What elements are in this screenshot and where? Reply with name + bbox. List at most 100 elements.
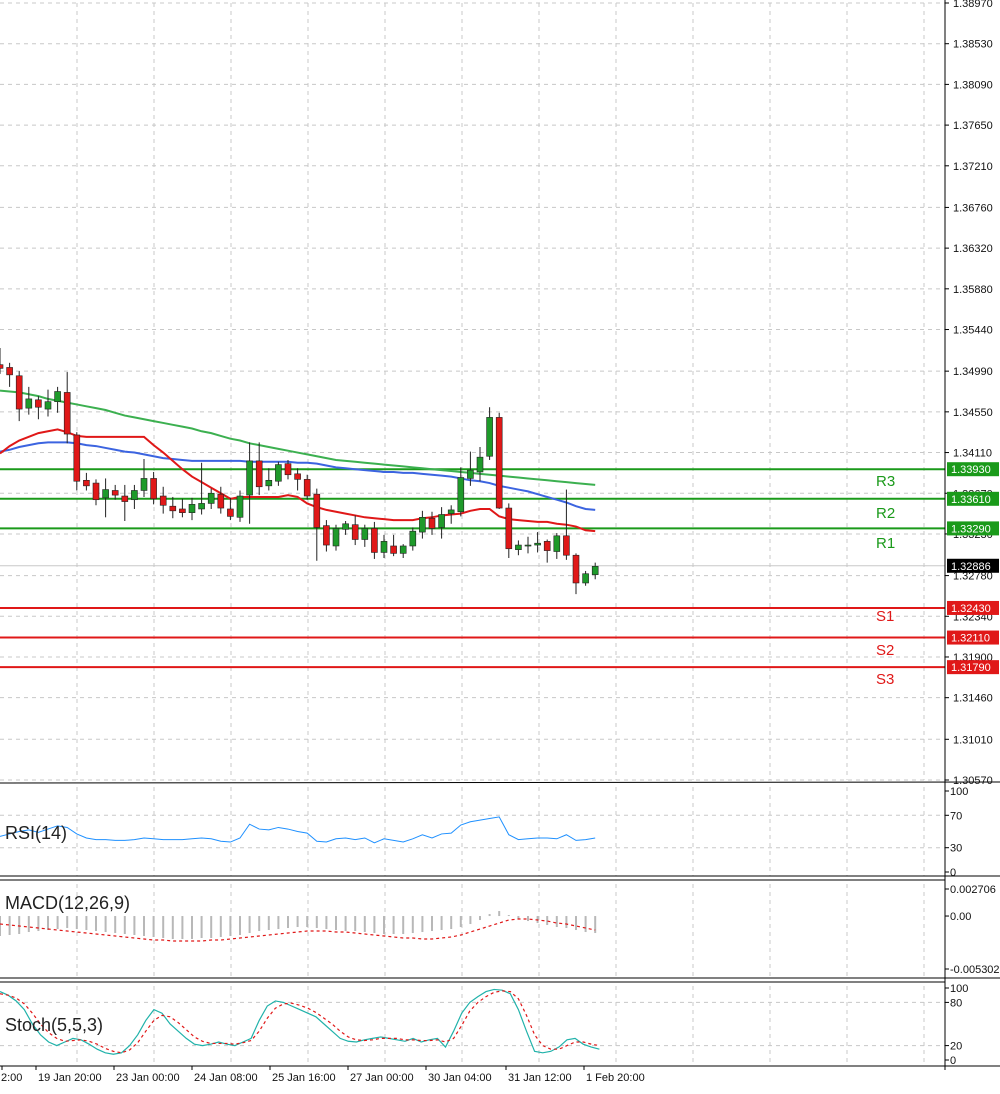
candle-body: [419, 516, 426, 533]
last-price-tag: 1.32886: [951, 561, 991, 573]
y-tick-label: 1.37650: [953, 120, 993, 132]
ma-red-line: [0, 428, 596, 533]
candle-body: [169, 505, 177, 512]
candle-body: [265, 479, 273, 487]
candle-body: [92, 482, 100, 501]
x-tick-label: 2:00: [1, 1072, 22, 1084]
level-tag-bg: [947, 521, 999, 536]
level-tag-s1: 1.32430: [951, 603, 991, 615]
candle-body: [515, 544, 522, 550]
candle-body: [140, 478, 148, 491]
indicators: [0, 816, 600, 1055]
candle-body: [159, 495, 167, 506]
candles: [0, 348, 599, 595]
candle-body: [102, 489, 109, 499]
candle-body: [121, 495, 129, 502]
x-tick-label: 25 Jan 16:00: [272, 1072, 336, 1084]
macd-tick-label: 0.00: [950, 911, 971, 923]
rsi-label: RSI(14): [5, 823, 67, 843]
candle-body: [467, 469, 474, 479]
candle-body: [198, 503, 205, 510]
candle-body: [524, 544, 532, 547]
candle-body: [438, 514, 445, 528]
rsi-line: [0, 816, 596, 844]
candle-body: [342, 523, 349, 530]
candle-body: [35, 399, 42, 408]
candle-body: [246, 460, 253, 496]
candle-body: [111, 490, 119, 496]
x-tick-label: 1 Feb 20:00: [586, 1072, 645, 1084]
level-name-s2: S2: [876, 642, 894, 659]
candle-body: [188, 504, 196, 513]
x-tick-label: 23 Jan 00:00: [116, 1072, 180, 1084]
candle-body: [6, 367, 13, 376]
y-tick-label: 1.35440: [953, 325, 993, 337]
x-tick-labels: 2:00 19 Jan 20:00 23 Jan 00:00 24 Jan 08:00…: [1, 1066, 645, 1084]
level-name-r1: R1: [876, 535, 895, 552]
y-tick-label: 1.31460: [953, 693, 993, 705]
y-tick-label: 1.30570: [953, 775, 993, 787]
candle-body: [63, 392, 71, 435]
candle-body: [447, 509, 455, 514]
main-grid: [0, 2, 945, 1066]
candle-body: [476, 456, 484, 473]
y-tick-label: 1.34550: [953, 407, 993, 419]
level-tag-bg: [947, 660, 999, 675]
level-tag-bg: [947, 630, 999, 645]
x-tick-label: 31 Jan 12:00: [508, 1072, 572, 1084]
candle-body: [255, 460, 263, 488]
candle-body: [179, 508, 186, 513]
y-tick-label: 1.34110: [953, 448, 992, 460]
level-tag-r3: 1.33930: [951, 464, 991, 476]
candle-body: [495, 417, 503, 509]
candle-body: [582, 573, 589, 584]
candle-body: [150, 478, 157, 500]
level-name-s3: S3: [876, 671, 894, 688]
candle-body: [294, 473, 301, 480]
y-tick-label: 1.38530: [953, 39, 993, 51]
macd-grid: 0.002706 0.00 -0.005302: [945, 884, 1000, 976]
y-tick-label: 1.36320: [953, 243, 993, 255]
y-tick-label: 1.38090: [953, 79, 993, 91]
y-tick-label: 1.37210: [953, 161, 993, 173]
stoch-tick-label: 80: [950, 997, 962, 1009]
candle-body: [207, 492, 215, 504]
y-tick-label: 1.36760: [953, 202, 993, 214]
candle-body: [409, 530, 417, 547]
candle-body: [131, 490, 138, 501]
candle-body: [543, 541, 551, 551]
rsi-tick-label: 70: [950, 810, 962, 822]
candle-body: [428, 517, 436, 529]
rsi-grid: 100 70 30 0: [0, 786, 968, 879]
candle-body: [284, 463, 292, 476]
x-tick-label: 30 Jan 04:00: [428, 1072, 492, 1084]
candle-body: [275, 464, 282, 482]
candle-body: [457, 477, 465, 513]
x-tick-label: 27 Jan 00:00: [350, 1072, 414, 1084]
candle-body: [390, 545, 397, 554]
candle-body: [44, 401, 52, 410]
y-tick-label: 1.32780: [953, 571, 993, 583]
level-price-tags: 1.33930 1.33610 1.33290 1.32430 1.32110 1.317…: [947, 462, 999, 675]
candle-body: [572, 554, 580, 584]
macd-tick-label: -0.005302: [950, 964, 1000, 976]
candle-body: [25, 398, 33, 409]
candle-body: [217, 493, 225, 509]
stoch-tick-label: 20: [950, 1041, 962, 1053]
level-tag-bg: [947, 462, 999, 477]
level-tag-s3: 1.31790: [951, 662, 991, 674]
candle-body: [0, 364, 4, 369]
level-name-r2: R2: [876, 505, 895, 522]
candle-body: [15, 375, 23, 410]
candle-body: [361, 528, 369, 540]
candle-body: [313, 493, 321, 528]
candle-body: [351, 524, 359, 540]
candle-body: [371, 528, 378, 553]
rsi-tick-label: 100: [950, 786, 968, 798]
level-tag-bg: [947, 491, 999, 506]
x-tick-label: 19 Jan 20:00: [38, 1072, 102, 1084]
candle-body: [227, 508, 234, 517]
candle-body: [323, 525, 330, 546]
level-name-s1: S1: [876, 608, 894, 625]
